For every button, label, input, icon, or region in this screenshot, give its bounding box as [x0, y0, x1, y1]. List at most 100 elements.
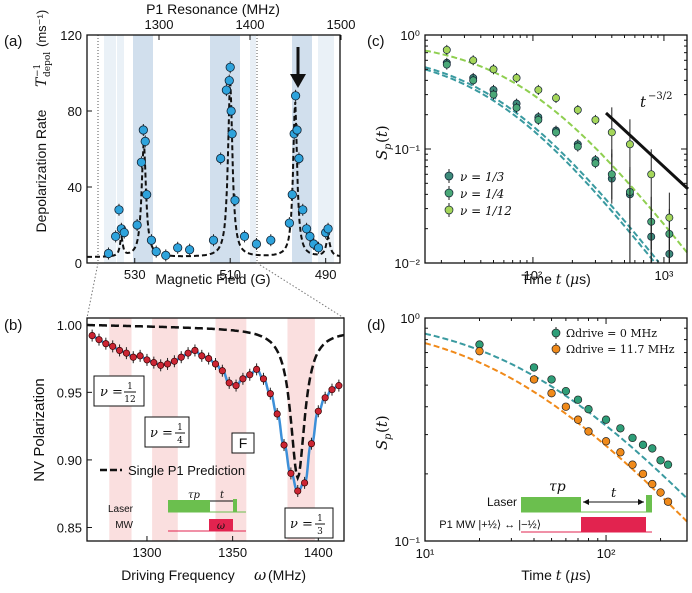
data-point [628, 460, 637, 469]
data-point [216, 153, 226, 164]
legend: Ωdrive = 0 MHz Ωdrive = 11.7 MHz [551, 327, 675, 356]
y-tick-label: 10⁻² [394, 256, 420, 271]
legend-label: ν = 1/3 [460, 170, 505, 184]
data-point [628, 433, 637, 443]
nu-label-1-4: ν = 1 4 [144, 416, 190, 448]
laser-pulse-1 [168, 500, 210, 512]
data-point [663, 460, 673, 469]
legend-marker [551, 344, 561, 354]
data-point [489, 90, 498, 99]
y-tick-label: 10⁻¹ [394, 534, 420, 549]
top-tick-label: 1500 [327, 17, 356, 32]
y-tick-label: 0.85 [57, 520, 82, 535]
data-point [230, 195, 240, 205]
nu-symbol: ν = [290, 517, 313, 532]
data-point [136, 352, 144, 360]
legend-marker [444, 171, 454, 181]
y-tick-label: 80 [68, 104, 82, 119]
data-point [151, 247, 161, 257]
inset-t-label: t [220, 490, 225, 501]
data-point [266, 235, 276, 245]
data-point [239, 231, 250, 241]
data-point [170, 357, 178, 365]
resonance-band [215, 318, 247, 541]
x-axis-label: Time t (μs) [521, 567, 590, 584]
panel-letter: (d) [367, 317, 385, 334]
data-point [475, 347, 484, 356]
y-axis-label: S p (t) [373, 415, 394, 450]
data-point [136, 157, 147, 167]
top-axis-label: P1 Resonance (MHz) [146, 1, 280, 17]
y-tick-label: 1.00 [57, 318, 82, 333]
y-axis-label: NV Polarization [31, 378, 48, 481]
nu-label-1-3: ν = 1 3 [284, 507, 334, 539]
fit-curve [424, 68, 656, 263]
x-tick-label: 510 [219, 267, 241, 282]
data-point [323, 224, 333, 234]
data-point [224, 76, 234, 86]
data-point [185, 245, 195, 255]
y-tick-label: 10⁰ [400, 311, 420, 326]
plot-frame [86, 34, 341, 264]
data-point [534, 85, 543, 94]
data-point [561, 386, 571, 396]
data-point [177, 353, 185, 361]
legend-label: ν = 1/4 [460, 187, 504, 201]
data-point [88, 332, 96, 340]
data-point [157, 361, 165, 369]
data-point [547, 375, 556, 384]
data-point [301, 479, 309, 487]
data-point [273, 410, 281, 418]
plot-frame [86, 317, 345, 542]
data-point [292, 125, 302, 135]
data-point [232, 382, 240, 390]
y-arg: (t) [373, 415, 391, 433]
data-point [146, 235, 157, 245]
data-point [122, 349, 130, 357]
y-tick-label: 0 [75, 256, 82, 271]
y-tick-label: 0.95 [57, 385, 82, 400]
data-point [225, 62, 235, 72]
data-point [442, 60, 451, 69]
inset-t-label: t [611, 486, 617, 501]
data-point [512, 103, 521, 112]
data-point [469, 56, 478, 65]
x-tick-label: 10² [524, 268, 543, 283]
axes: 10⁰ 10⁻¹ 10⁻² 10² 10³ [394, 28, 687, 283]
data-point [307, 440, 315, 448]
data-point [294, 487, 302, 495]
y-tick-label: 40 [68, 180, 82, 195]
data-point [111, 231, 121, 241]
data-point [573, 415, 583, 424]
data-point [298, 205, 308, 215]
x-axis-label: Magnetic Field (G) [155, 271, 270, 287]
panel-letter: (a) [4, 33, 22, 50]
mw-pulse [209, 519, 233, 531]
pulse-sequence-inset: Laser MW τp t ω [108, 490, 246, 532]
data-point [109, 342, 117, 350]
data-point [442, 45, 451, 54]
nu-symbol: ν = [150, 426, 173, 441]
nu-numerator: 1 [177, 423, 183, 433]
y-tick-label: 10⁰ [400, 28, 420, 43]
data-points [88, 329, 343, 497]
x-tick-label: 10¹ [416, 546, 435, 561]
data-point [601, 415, 611, 424]
data-point [647, 170, 656, 179]
y-sym: S [373, 150, 391, 160]
data-point [208, 235, 219, 245]
data-point [184, 349, 192, 357]
nu-denominator: 4 [177, 436, 183, 446]
data-point [321, 394, 329, 402]
data-point [198, 352, 206, 360]
y-axis-label-text: Depolarization Rate [33, 109, 49, 232]
data-point [119, 228, 129, 238]
legend-label: Ωdrive = 11.7 MHz [566, 343, 675, 356]
x-axis-label: Time t (μs) [521, 271, 590, 288]
data-point [161, 250, 171, 260]
inset-mw-label: P1 MW |+½⟩ ↔ |−½⟩ [439, 519, 541, 531]
data-point [103, 248, 114, 259]
nu-denominator: 12 [124, 395, 135, 405]
y-sym: S [373, 440, 391, 450]
